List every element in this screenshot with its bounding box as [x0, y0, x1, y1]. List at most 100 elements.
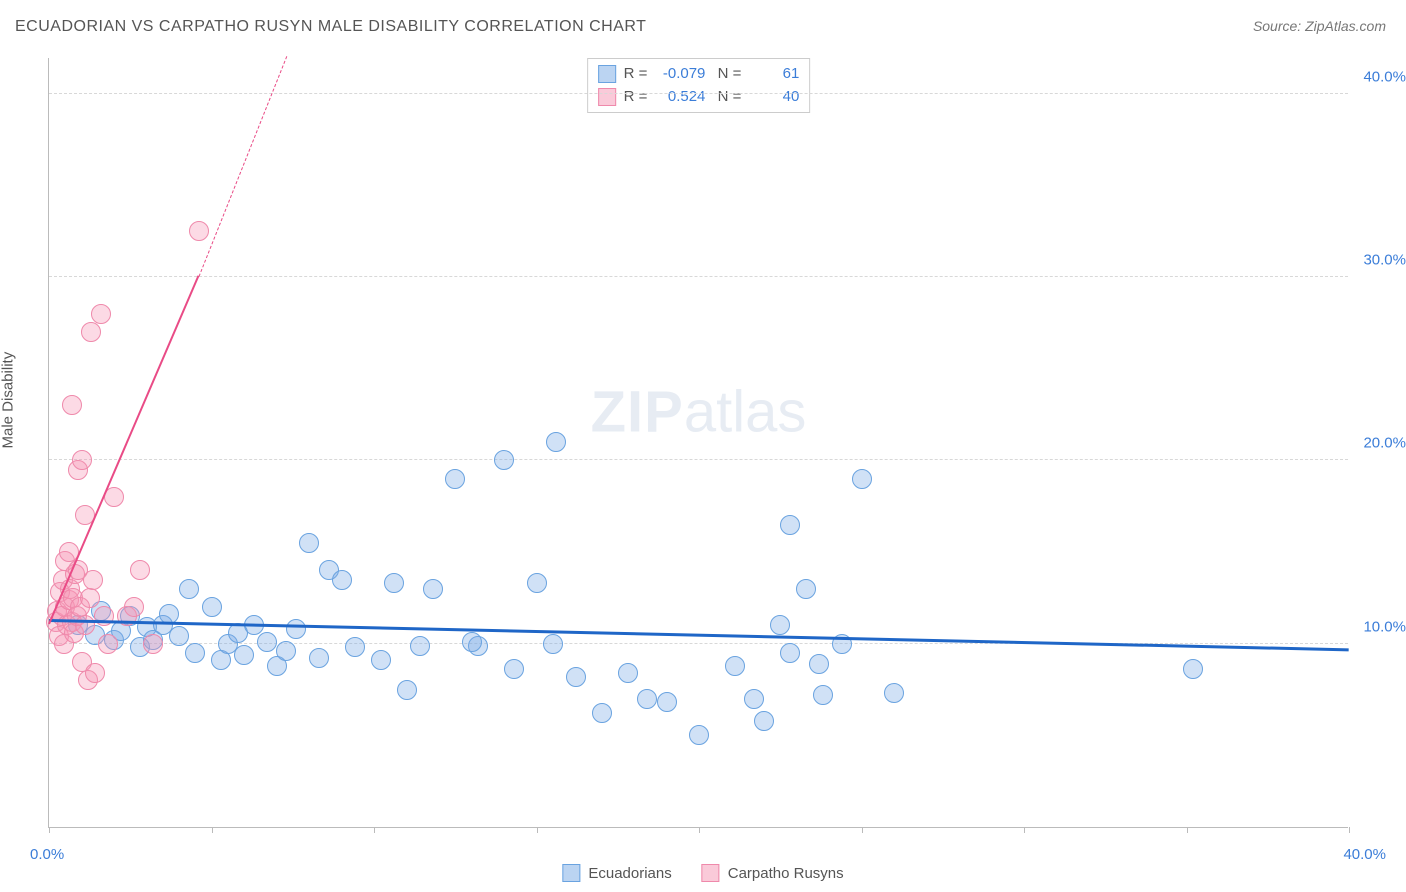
marker-ecuadorian	[1183, 659, 1203, 679]
marker-ecuadorian	[397, 680, 417, 700]
x-tick	[1349, 827, 1350, 833]
marker-ecuadorian	[637, 689, 657, 709]
bottom-legend: Ecuadorians Carpatho Rusyns	[562, 864, 843, 882]
marker-ecuadorian	[770, 615, 790, 635]
marker-ecuadorian	[813, 685, 833, 705]
grid-line	[49, 276, 1348, 277]
y-tick-label: 20.0%	[1363, 435, 1406, 452]
marker-carpatho-rusyn	[81, 322, 101, 342]
n-value-1: 61	[749, 63, 799, 86]
marker-ecuadorian	[852, 469, 872, 489]
legend-label-2: Carpatho Rusyns	[728, 865, 844, 882]
marker-ecuadorian	[657, 692, 677, 712]
marker-carpatho-rusyn	[124, 597, 144, 617]
marker-ecuadorian	[689, 725, 709, 745]
marker-ecuadorian	[725, 656, 745, 676]
marker-ecuadorian	[884, 683, 904, 703]
x-tick	[862, 827, 863, 833]
marker-ecuadorian	[202, 597, 222, 617]
swatch-series-2	[598, 88, 616, 106]
marker-ecuadorian	[780, 643, 800, 663]
marker-carpatho-rusyn	[80, 588, 100, 608]
marker-ecuadorian	[546, 432, 566, 452]
marker-carpatho-rusyn	[143, 634, 163, 654]
x-tick	[699, 827, 700, 833]
marker-carpatho-rusyn	[62, 395, 82, 415]
marker-ecuadorian	[494, 450, 514, 470]
stats-legend: R = -0.079 N = 61 R = 0.524 N = 40	[587, 58, 811, 113]
r-label: R =	[624, 86, 648, 109]
r-label: R =	[624, 63, 648, 86]
swatch-series-1	[598, 65, 616, 83]
marker-ecuadorian	[809, 654, 829, 674]
marker-ecuadorian	[185, 643, 205, 663]
watermark: ZIPatlas	[591, 378, 807, 445]
marker-carpatho-rusyn	[91, 304, 111, 324]
marker-ecuadorian	[384, 573, 404, 593]
legend-label-1: Ecuadorians	[588, 865, 671, 882]
x-axis-min-label: 0.0%	[30, 846, 64, 863]
marker-carpatho-rusyn	[94, 606, 114, 626]
legend-item-2: Carpatho Rusyns	[702, 864, 844, 882]
x-tick	[212, 827, 213, 833]
marker-ecuadorian	[445, 469, 465, 489]
marker-ecuadorian	[371, 650, 391, 670]
marker-carpatho-rusyn	[85, 663, 105, 683]
plot-area: ZIPatlas R = -0.079 N = 61 R = 0.524 N =…	[48, 58, 1348, 828]
n-label: N =	[713, 86, 741, 109]
marker-ecuadorian	[462, 632, 482, 652]
legend-swatch-1	[562, 864, 580, 882]
marker-ecuadorian	[276, 641, 296, 661]
n-label: N =	[713, 63, 741, 86]
marker-ecuadorian	[332, 570, 352, 590]
marker-carpatho-rusyn	[83, 570, 103, 590]
marker-ecuadorian	[527, 573, 547, 593]
marker-carpatho-rusyn	[130, 560, 150, 580]
marker-ecuadorian	[345, 637, 365, 657]
legend-swatch-2	[702, 864, 720, 882]
marker-ecuadorian	[754, 711, 774, 731]
chart-title: ECUADORIAN VS CARPATHO RUSYN MALE DISABI…	[15, 18, 646, 36]
r-value-1: -0.079	[655, 63, 705, 86]
grid-line	[49, 93, 1348, 94]
x-tick	[374, 827, 375, 833]
marker-ecuadorian	[780, 515, 800, 535]
x-tick	[1187, 827, 1188, 833]
y-tick-label: 30.0%	[1363, 252, 1406, 269]
marker-ecuadorian	[410, 636, 430, 656]
y-tick-label: 40.0%	[1363, 68, 1406, 85]
marker-carpatho-rusyn	[189, 221, 209, 241]
marker-ecuadorian	[796, 579, 816, 599]
chart-source: Source: ZipAtlas.com	[1253, 18, 1386, 34]
y-tick-label: 10.0%	[1363, 618, 1406, 635]
marker-ecuadorian	[504, 659, 524, 679]
stats-row-1: R = -0.079 N = 61	[598, 63, 800, 86]
x-axis-max-label: 40.0%	[1343, 846, 1386, 863]
legend-item-1: Ecuadorians	[562, 864, 671, 882]
n-value-2: 40	[749, 86, 799, 109]
marker-carpatho-rusyn	[72, 450, 92, 470]
marker-ecuadorian	[257, 632, 277, 652]
marker-ecuadorian	[179, 579, 199, 599]
trend-line	[198, 56, 287, 276]
marker-ecuadorian	[234, 645, 254, 665]
x-tick	[49, 827, 50, 833]
y-axis-title: Male Disability	[0, 352, 17, 449]
marker-ecuadorian	[744, 689, 764, 709]
marker-carpatho-rusyn	[98, 634, 118, 654]
grid-line	[49, 459, 1348, 460]
chart-container: ECUADORIAN VS CARPATHO RUSYN MALE DISABI…	[0, 0, 1406, 892]
stats-row-2: R = 0.524 N = 40	[598, 86, 800, 109]
marker-carpatho-rusyn	[75, 615, 95, 635]
marker-ecuadorian	[299, 533, 319, 553]
marker-ecuadorian	[286, 619, 306, 639]
trend-line	[48, 276, 199, 625]
marker-ecuadorian	[543, 634, 563, 654]
marker-ecuadorian	[566, 667, 586, 687]
marker-ecuadorian	[592, 703, 612, 723]
marker-ecuadorian	[423, 579, 443, 599]
marker-ecuadorian	[309, 648, 329, 668]
x-tick	[1024, 827, 1025, 833]
marker-ecuadorian	[169, 626, 189, 646]
r-value-2: 0.524	[655, 86, 705, 109]
